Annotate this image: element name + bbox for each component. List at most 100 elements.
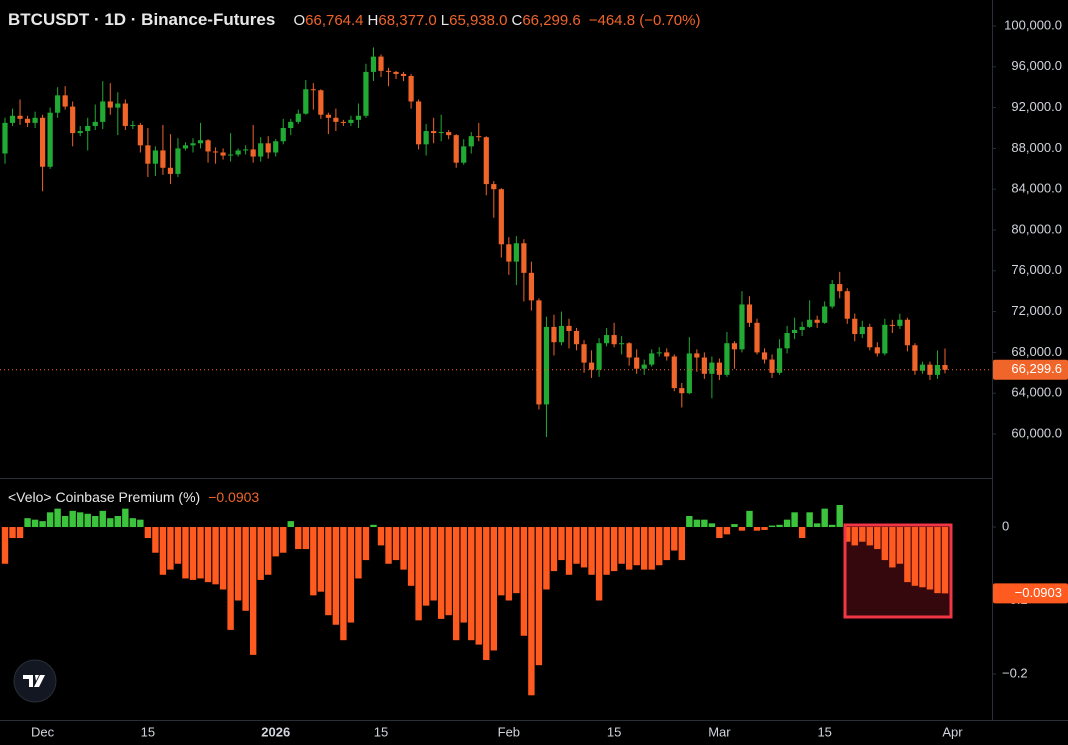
y-tick-label: −0.2: [1002, 665, 1028, 680]
candle-body: [2, 122, 8, 154]
premium-bar: [107, 518, 114, 528]
premium-bar: [197, 527, 204, 579]
x-tick-label: 15: [607, 724, 621, 739]
y-tick-label: 92,000.0: [1011, 99, 1062, 114]
candle-body: [250, 149, 256, 157]
premium-bar: [227, 527, 234, 630]
candle-body: [776, 348, 783, 373]
premium-bar: [558, 527, 565, 561]
candle-body: [385, 70, 392, 72]
premium-bar: [407, 527, 415, 586]
y-tick-label: 64,000.0: [1011, 385, 1062, 400]
candle-body: [303, 89, 309, 114]
premium-bar: [565, 527, 573, 575]
candle-body: [807, 319, 813, 327]
candle-body: [694, 353, 700, 358]
candle-body: [212, 151, 219, 153]
ohlc-label: O: [293, 12, 306, 29]
candle-body: [70, 106, 76, 134]
premium-bar: [663, 527, 670, 561]
candle-body: [491, 184, 497, 190]
premium-bar: [686, 515, 693, 528]
x-tick-label: Feb: [498, 724, 520, 739]
premium-bar: [422, 527, 430, 606]
premium-bar: [851, 527, 858, 546]
x-tick-label: Mar: [708, 724, 731, 739]
premium-bar: [453, 527, 460, 641]
premium-bar: [761, 527, 768, 530]
candle-body: [17, 115, 23, 119]
premium-bar: [31, 519, 39, 528]
candle-body: [137, 124, 143, 146]
premium-bar: [392, 527, 400, 561]
candle-body: [288, 121, 294, 128]
premium-bar: [595, 527, 603, 601]
premium-bar: [610, 527, 618, 572]
y-tick-label: 88,000.0: [1011, 140, 1062, 155]
premium-bar: [355, 527, 362, 579]
premium-bar: [92, 515, 99, 528]
candle-body: [393, 71, 399, 74]
candle-body: [746, 304, 753, 323]
premium-bar: [859, 527, 866, 542]
candle-body: [130, 124, 136, 126]
last-value-box: [993, 583, 1068, 604]
premium-bar: [716, 527, 723, 539]
candle-body: [280, 127, 286, 142]
premium-bar: [588, 527, 595, 575]
candle-body: [701, 357, 707, 374]
premium-bar: [280, 527, 287, 553]
premium-bar: [84, 513, 91, 528]
premium-bar: [129, 518, 137, 528]
premium-bar: [445, 527, 452, 616]
premium-bar: [317, 527, 325, 592]
premium-bar: [437, 527, 445, 619]
ohlc-value: 65,938.0: [449, 12, 508, 29]
indicator-value: −0.0903: [208, 489, 260, 505]
premium-bar: [468, 527, 475, 641]
premium-bar: [911, 527, 919, 586]
candle-body: [558, 325, 565, 343]
premium-bar: [836, 504, 843, 528]
premium-bar: [460, 527, 467, 623]
candle-body: [115, 103, 121, 108]
price-change: −464.8 (−0.70%): [588, 12, 701, 29]
premium-bar: [204, 527, 212, 583]
candle-body: [295, 113, 301, 122]
candle-body: [566, 325, 572, 331]
y-tick-label: 76,000.0: [1011, 262, 1062, 277]
candle-body: [152, 150, 158, 164]
candle-body: [340, 121, 346, 123]
candle-body: [190, 143, 196, 146]
symbol-title: BTCUSDT · 1D · Binance-Futures: [8, 10, 276, 29]
premium-bar: [114, 515, 121, 528]
premium-bar: [77, 512, 84, 528]
premium-bar: [265, 527, 272, 575]
candle-body: [822, 306, 828, 323]
candle-body: [363, 71, 369, 116]
last-price-box: [993, 359, 1068, 380]
premium-bar: [24, 518, 31, 528]
logo-mark: [23, 675, 45, 687]
premium-bar: [167, 527, 174, 570]
premium-bar: [99, 510, 106, 528]
premium-bar: [362, 527, 370, 561]
candle-body: [197, 140, 204, 144]
candle-body: [220, 152, 226, 156]
premium-bar: [550, 527, 558, 572]
candle-body: [85, 125, 91, 132]
premium-bar: [498, 527, 505, 596]
premium-bar: [513, 527, 520, 594]
premium-bar: [941, 527, 949, 594]
candle-body: [859, 326, 865, 335]
candle-body: [521, 243, 527, 273]
candle-body: [814, 319, 820, 323]
candle-body: [468, 136, 474, 147]
premium-bar: [302, 527, 309, 550]
y-tick-label: 68,000.0: [1011, 344, 1062, 359]
premium-bar: [678, 527, 685, 561]
premium-bar: [889, 527, 896, 568]
premium-bar: [543, 527, 550, 590]
